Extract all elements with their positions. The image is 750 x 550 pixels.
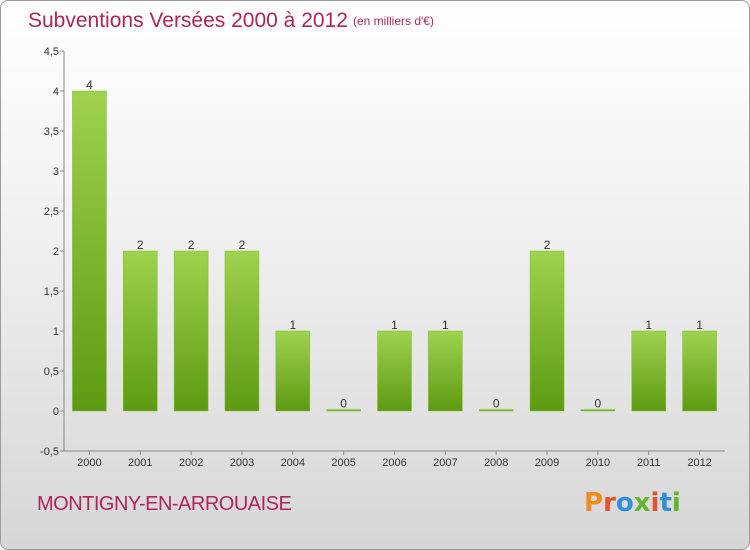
bar-2004 [275, 330, 311, 412]
x-tick-label-2001: 2001 [128, 457, 152, 469]
bar-2011 [631, 330, 666, 412]
value-label-2008: 0 [493, 397, 500, 411]
chart-title: Subventions Versées 2000 à 2012 [28, 9, 348, 32]
y-tick-label: 1 [53, 326, 59, 338]
value-label-2001: 2 [137, 238, 144, 252]
x-tick-label-2009: 2009 [535, 457, 559, 469]
y-tick-label: -0,5 [40, 446, 59, 458]
bar-2007 [428, 330, 463, 412]
x-tick-label-2010: 2010 [586, 457, 610, 469]
bar-2010 [580, 409, 616, 412]
bar-2008 [478, 409, 514, 412]
value-label-2000: 4 [86, 78, 93, 92]
x-tick-label-2008: 2008 [484, 457, 508, 469]
logo-letter: x [633, 488, 651, 518]
bar-2001 [123, 250, 158, 412]
bar-2000 [72, 90, 107, 412]
chart-subtitle: (en milliers d'€) [353, 14, 434, 28]
y-tick-label: 3,5 [44, 126, 59, 138]
y-tick-label: 2,5 [44, 206, 59, 218]
y-tick-label: 0,5 [44, 366, 59, 378]
value-label-2011: 1 [645, 318, 652, 332]
value-label-2009: 2 [544, 238, 551, 252]
x-tick-label-2006: 2006 [382, 457, 406, 469]
value-label-2010: 0 [595, 397, 602, 411]
x-tick-label-2012: 2012 [687, 457, 711, 469]
bar-2002 [173, 250, 209, 412]
bar-2006 [377, 330, 412, 412]
logo-letter: t [659, 488, 672, 518]
x-tick-label-2005: 2005 [331, 457, 355, 469]
x-tick-label-2004: 2004 [281, 457, 305, 469]
logo-letter: P [584, 488, 604, 518]
bar-2005 [326, 409, 361, 412]
x-tick-label-2011: 2011 [637, 457, 661, 469]
bar-2009 [529, 250, 565, 412]
value-label-2004: 1 [289, 318, 296, 332]
logo-letter: r [603, 488, 616, 518]
x-tick-label-2000: 2000 [77, 457, 101, 469]
y-tick-label: 3 [53, 166, 59, 178]
y-tick-label: 2 [53, 246, 59, 258]
logo-letter: o [615, 488, 634, 518]
x-tick-label-2007: 2007 [433, 457, 457, 469]
value-label-2007: 1 [442, 318, 449, 332]
logo-letter: i [671, 488, 681, 518]
place-name: MONTIGNY-EN-ARROUAISE [37, 493, 292, 515]
value-label-2006: 1 [391, 318, 398, 332]
value-label-2002: 2 [188, 238, 195, 252]
y-tick-label: 0 [53, 406, 59, 418]
bar-2012 [682, 330, 717, 412]
value-label-2012: 1 [696, 318, 703, 332]
bar-2003 [224, 250, 260, 412]
value-label-2003: 2 [239, 238, 246, 252]
logo-letter: i [650, 488, 660, 518]
y-tick-label: 4 [53, 86, 59, 98]
y-tick-label: 1,5 [44, 286, 59, 298]
y-tick-label: 4,5 [44, 46, 59, 58]
value-label-2005: 0 [340, 397, 347, 411]
x-tick-label-2002: 2002 [179, 457, 203, 469]
x-tick-label-2003: 2003 [230, 457, 254, 469]
proxiti-logo[interactable]: Proxiti [584, 488, 681, 518]
